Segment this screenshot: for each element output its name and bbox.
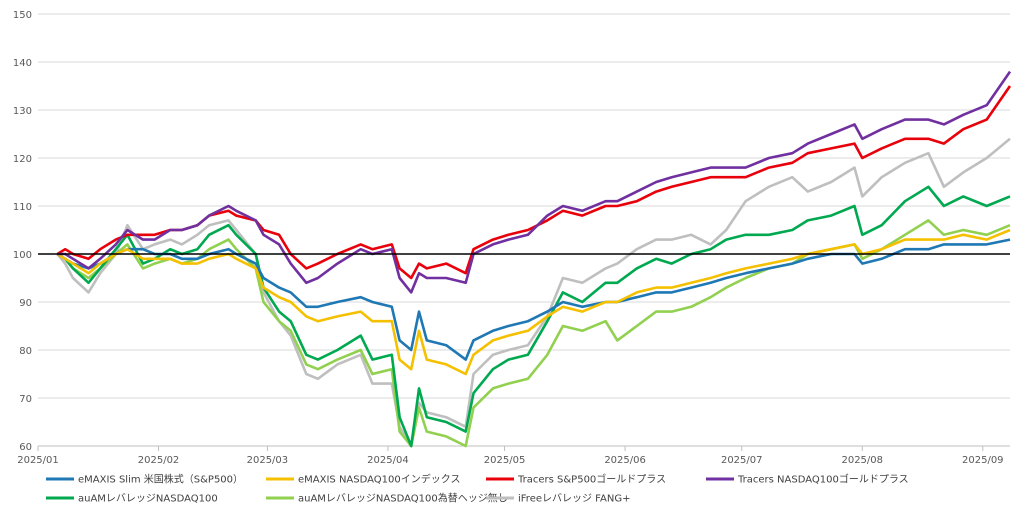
series-line-1	[56, 238, 1011, 361]
x-tick-label: 2025/06	[604, 455, 646, 466]
legend-label-3: Tracers S&P500ゴールドプラス	[517, 473, 666, 486]
x-axis: 2025/01 2025/02 2025/03 2025/04 2025/05 2025/…	[17, 445, 1010, 466]
x-tick-label: 2025/07	[721, 455, 763, 466]
y-tick-label: 120	[13, 154, 32, 165]
y-axis: 60 70 80 90 100 110 120 130 140 150	[13, 10, 32, 453]
x-tick-label: 2025/04	[367, 455, 409, 466]
x-tick-label: 2025/01	[17, 455, 59, 466]
y-tick-label: 60	[19, 442, 32, 453]
y-tick-label: 140	[13, 58, 32, 69]
series-line-4	[57, 70, 1012, 294]
legend-label-2: eMAXIS NASDAQ100インデックス	[298, 473, 460, 486]
y-tick-label: 130	[13, 106, 32, 117]
series-lines	[38, 70, 1012, 448]
legend-label-5: auAMレバレッジNASDAQ100	[78, 493, 218, 505]
legend-label-4: Tracers NASDAQ100ゴールドプラス	[737, 473, 909, 486]
x-tick-label: 2025/02	[138, 455, 180, 466]
x-tick-label: 2025/09	[962, 455, 1004, 466]
x-tick-label: 2025/05	[484, 455, 526, 466]
legend-label-7: iFreeレバレッジ FANG+	[518, 493, 630, 505]
legend-label-6: auAMレバレッジNASDAQ100為替ヘッジ無し	[298, 492, 508, 505]
y-tick-label: 80	[19, 346, 32, 357]
x-tick-label: 2025/08	[841, 455, 883, 466]
legend-label-1: eMAXIS Slim 米国株式（S&P500）	[78, 473, 243, 486]
y-tick-label: 70	[19, 394, 32, 405]
legend: eMAXIS Slim 米国株式（S&P500） eMAXIS NASDAQ100…	[46, 473, 909, 505]
x-tick-label: 2025/03	[247, 455, 289, 466]
series-line-3	[56, 85, 1012, 280]
y-tick-label: 90	[19, 298, 32, 309]
y-tick-label: 110	[13, 202, 32, 213]
series-line-7	[56, 137, 1011, 448]
y-tick-label: 150	[13, 10, 32, 21]
y-tick-label: 100	[13, 250, 32, 261]
